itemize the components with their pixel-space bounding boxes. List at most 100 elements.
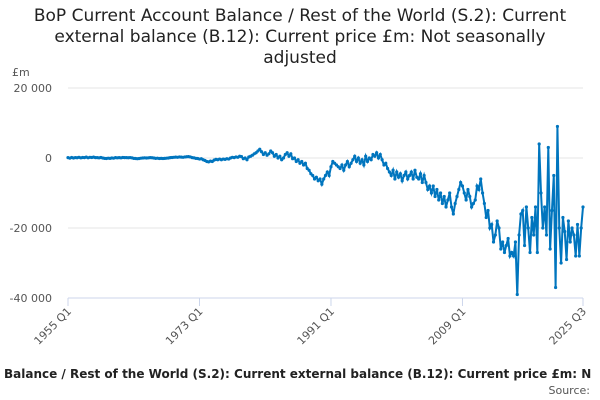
point: [468, 194, 472, 199]
point: [323, 173, 328, 178]
point: [479, 177, 483, 181]
point: [285, 151, 289, 155]
point: [431, 184, 435, 188]
point: [239, 155, 244, 159]
point: [396, 175, 401, 179]
point: [455, 194, 459, 199]
point: [278, 154, 282, 158]
point: [566, 219, 570, 223]
point: [395, 170, 399, 174]
point: [501, 240, 505, 244]
point: [426, 187, 430, 192]
point: [320, 182, 324, 186]
point: [543, 205, 547, 209]
point: [559, 261, 563, 265]
point: [384, 161, 388, 165]
point: [462, 191, 466, 195]
point: [433, 194, 437, 199]
point: [422, 173, 426, 178]
point: [482, 201, 486, 206]
point: [356, 156, 360, 160]
point: [557, 226, 561, 230]
point: [526, 226, 530, 230]
point: [378, 152, 382, 157]
point: [555, 124, 560, 129]
point: [406, 177, 410, 181]
point: [446, 198, 450, 202]
point: [347, 165, 351, 169]
point: [289, 152, 293, 156]
point: [568, 240, 572, 244]
point: [519, 212, 523, 216]
point: [343, 163, 348, 167]
point: [504, 243, 508, 248]
point: [460, 184, 465, 188]
point: [475, 184, 479, 188]
point: [292, 156, 297, 160]
point: [404, 170, 408, 174]
point: [351, 158, 355, 162]
chart-title: BoP Current Account Balance / Rest of th…: [33, 6, 567, 68]
point: [444, 205, 448, 209]
point: [398, 172, 402, 176]
point: [532, 233, 536, 237]
point: [375, 151, 379, 155]
x-tick-label: 1991 Q1: [295, 305, 338, 348]
point: [513, 240, 518, 244]
point: [488, 226, 492, 230]
point: [245, 158, 249, 162]
point: [402, 173, 406, 178]
x-tick-label: 2009 Q1: [426, 305, 469, 348]
point: [469, 205, 474, 209]
point: [365, 159, 370, 164]
point: [453, 201, 457, 206]
point: [561, 215, 565, 220]
point: [287, 154, 291, 158]
point: [429, 191, 434, 195]
point: [572, 233, 576, 237]
point: [530, 215, 534, 220]
point: [325, 170, 329, 174]
point: [369, 158, 373, 162]
point: [486, 208, 490, 213]
point: [364, 154, 368, 158]
y-tick-label: -40 000: [10, 292, 52, 305]
point: [577, 254, 581, 258]
point: [564, 257, 569, 262]
footer: Balance / Rest of the World (S.2): Curre…: [4, 367, 591, 381]
point: [281, 156, 286, 160]
point: [300, 159, 304, 164]
point: [471, 201, 476, 206]
point: [424, 180, 428, 185]
point: [537, 142, 541, 146]
point: [449, 205, 454, 209]
point: [552, 173, 556, 178]
point: [400, 179, 404, 183]
point: [438, 191, 443, 195]
point: [480, 191, 485, 195]
point: [442, 194, 446, 199]
point: [484, 215, 488, 220]
source: Source:: [549, 384, 591, 397]
y-axis-label: £m: [12, 66, 30, 79]
point: [575, 222, 580, 227]
point: [515, 292, 519, 297]
point: [342, 168, 346, 172]
point: [373, 154, 377, 158]
point: [524, 205, 528, 209]
point: [539, 191, 543, 195]
point: [457, 187, 461, 192]
point: [385, 166, 390, 171]
point: [495, 219, 499, 223]
point: [417, 177, 421, 181]
point: [574, 254, 578, 258]
point: [267, 152, 271, 156]
point: [466, 187, 470, 192]
point: [491, 240, 496, 244]
point: [490, 222, 494, 227]
point: [506, 236, 510, 241]
point: [358, 161, 362, 165]
point: [517, 233, 521, 237]
point: [521, 208, 525, 213]
